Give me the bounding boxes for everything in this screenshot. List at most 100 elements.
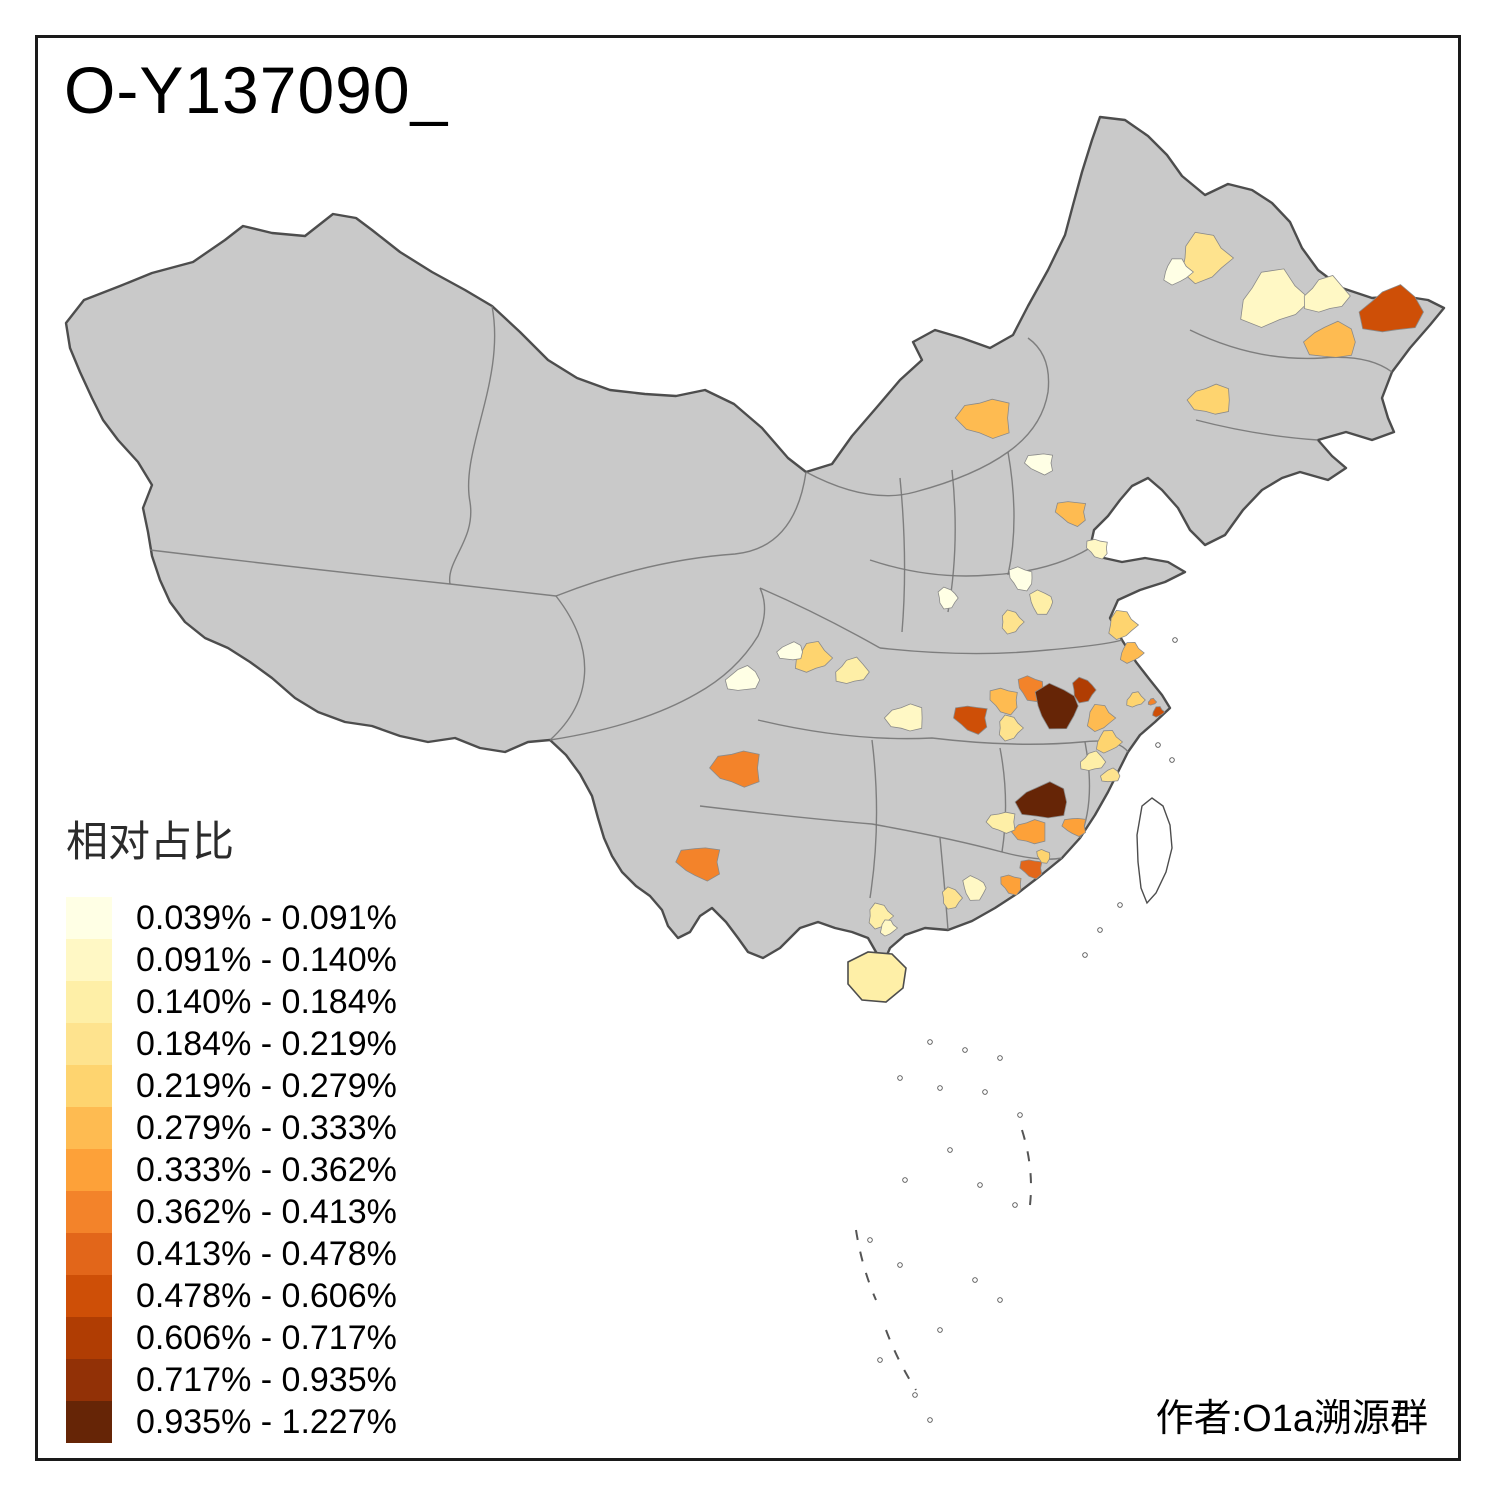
prefecture-region <box>1061 817 1087 837</box>
map-title: O-Y137090_ <box>64 53 449 127</box>
sea-islet <box>1117 902 1123 908</box>
legend-swatch <box>66 1191 112 1233</box>
prefecture-region <box>1095 730 1124 754</box>
legend-title: 相对占比 <box>66 818 235 865</box>
province-boundary <box>555 471 807 597</box>
sea-islet <box>1169 757 1175 763</box>
legend-item: 0.279% - 0.333% <box>66 1107 397 1149</box>
legend-swatch <box>66 1401 112 1443</box>
prefecture-region <box>1079 750 1107 771</box>
sea-islet <box>902 1177 908 1183</box>
sea-islet <box>867 1237 873 1243</box>
province-boundary <box>449 305 496 585</box>
sea-islet <box>1082 952 1088 958</box>
legend-range-label: 0.717% - 0.935% <box>136 1360 397 1399</box>
prefecture-region <box>883 703 923 732</box>
prefecture-region <box>1086 538 1108 560</box>
hainan-island <box>847 951 907 1003</box>
legend-range-label: 0.333% - 0.362% <box>136 1150 397 1189</box>
legend-range-label: 0.478% - 0.606% <box>136 1276 397 1315</box>
sea-boundary-dash <box>885 1329 917 1391</box>
prefecture-region <box>1000 874 1022 896</box>
sea-islet <box>912 1392 918 1398</box>
legend-swatch <box>66 939 112 981</box>
legend-range-label: 0.039% - 0.091% <box>136 898 397 937</box>
legend-swatch <box>66 1065 112 1107</box>
province-boundary <box>759 587 881 649</box>
prefecture-region <box>1072 676 1097 704</box>
legend-item: 0.362% - 0.413% <box>66 1191 397 1233</box>
legend-range-label: 0.606% - 0.717% <box>136 1318 397 1357</box>
legend-swatch <box>66 897 112 939</box>
prefecture-region <box>1100 767 1121 783</box>
sea-islet <box>897 1075 903 1081</box>
prefecture-region <box>675 847 721 882</box>
prefecture-region <box>937 586 959 610</box>
prefecture-region <box>1303 320 1356 358</box>
sea-islet <box>997 1297 1003 1303</box>
prefecture-region <box>998 714 1025 742</box>
legend-item: 0.219% - 0.279% <box>66 1065 397 1107</box>
prefecture-region <box>954 398 1010 439</box>
legend-range-label: 0.935% - 1.227% <box>136 1402 397 1441</box>
legend-range-label: 0.279% - 0.333% <box>136 1108 397 1147</box>
sea-boundary-dash <box>855 1229 877 1301</box>
sea-islet <box>1155 742 1161 748</box>
sea-islet <box>982 1089 988 1095</box>
legend-item: 0.935% - 1.227% <box>66 1401 397 1443</box>
province-boundary <box>699 805 1063 860</box>
province-boundary <box>879 639 1123 655</box>
prefecture-region <box>1034 682 1079 730</box>
prefecture-region <box>709 750 760 788</box>
prefecture-region <box>776 641 803 661</box>
prefecture-region <box>1029 589 1054 615</box>
prefecture-region <box>1001 609 1025 635</box>
province-boundary <box>869 739 878 899</box>
legend-item: 0.184% - 0.219% <box>66 1023 397 1065</box>
prefecture-region <box>1011 819 1046 845</box>
legend-item: 0.717% - 0.935% <box>66 1359 397 1401</box>
legend-range-label: 0.219% - 0.279% <box>136 1066 397 1105</box>
sea-islet <box>972 1277 978 1283</box>
legend-range-label: 0.413% - 0.478% <box>136 1234 397 1273</box>
legend-item: 0.413% - 0.478% <box>66 1233 397 1275</box>
sea-islet <box>927 1417 933 1423</box>
prefecture-region <box>1163 258 1195 286</box>
province-boundary <box>899 477 906 633</box>
prefecture-region <box>1008 566 1033 592</box>
sea-islet <box>937 1085 943 1091</box>
taiwan-island <box>1136 797 1173 905</box>
sea-islet <box>937 1327 943 1333</box>
prefecture-region <box>1019 859 1043 880</box>
province-boundary <box>999 747 1007 853</box>
province-boundary <box>149 549 557 597</box>
legend-range-label: 0.184% - 0.219% <box>136 1024 397 1063</box>
prefecture-region <box>1152 706 1166 718</box>
prefecture-region <box>953 705 988 735</box>
sea-islet <box>877 1357 883 1363</box>
sea-boundary-dash <box>1021 1129 1032 1206</box>
prefecture-region <box>879 919 899 937</box>
province-boundary <box>805 337 1050 497</box>
sea-islet <box>1172 637 1178 643</box>
legend-items: 0.039% - 0.091% 0.091% - 0.140% 0.140% - 0… <box>66 897 397 1443</box>
prefecture-region <box>1358 284 1424 333</box>
legend-item: 0.333% - 0.362% <box>66 1149 397 1191</box>
legend-item: 0.091% - 0.140% <box>66 939 397 981</box>
prefecture-region <box>1186 383 1230 415</box>
legend-swatch <box>66 1107 112 1149</box>
prefecture-region <box>1303 275 1351 313</box>
prefecture-region <box>1036 848 1051 864</box>
sea-islet <box>977 1182 983 1188</box>
province-boundary <box>549 595 586 741</box>
sea-islet <box>997 1055 1003 1061</box>
legend: 相对占比 0.039% - 0.091% 0.091% - 0.140% 0.140… <box>66 808 397 1443</box>
prefecture-region <box>1181 231 1235 285</box>
legend-item: 0.478% - 0.606% <box>66 1275 397 1317</box>
sea-islet <box>897 1262 903 1268</box>
legend-range-label: 0.362% - 0.413% <box>136 1192 397 1231</box>
province-boundary <box>1007 451 1015 576</box>
legend-item: 0.606% - 0.717% <box>66 1317 397 1359</box>
sea-islet <box>947 1147 953 1153</box>
